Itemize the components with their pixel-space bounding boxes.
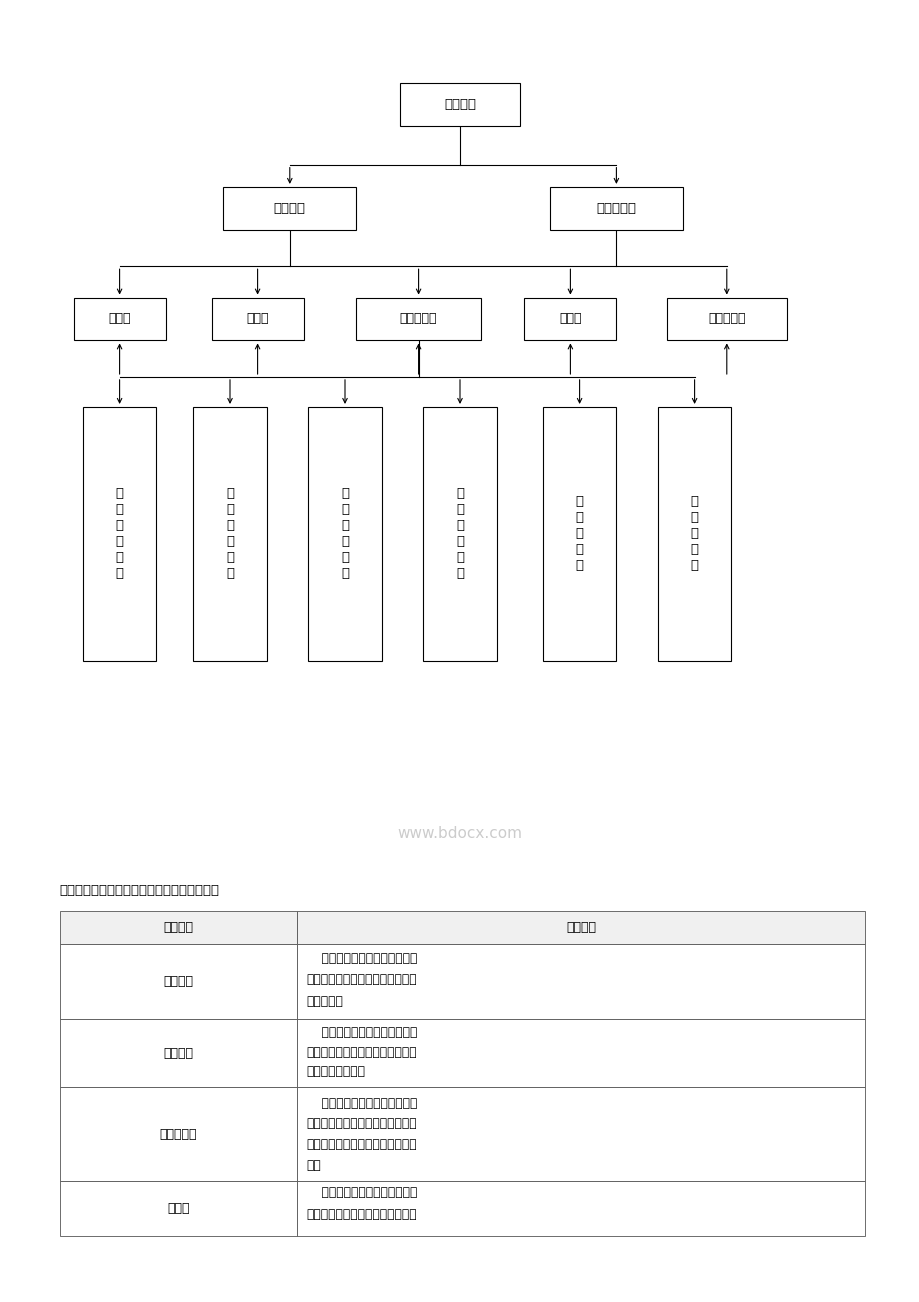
Text: 作业。抓好保证工程质量措施的落: 作业。抓好保证工程质量措施的落 [306,1138,416,1151]
Text: 工程部: 工程部 [108,312,130,326]
Text: ，，在项目经理安排下协调工程各: ，，在项目经理安排下协调工程各 [306,1046,416,1059]
Text: 生
产
道
一
队: 生 产 道 一 队 [575,495,583,573]
Bar [550,186,682,229]
Bar [74,297,165,340]
Bar [223,186,356,229]
Text: 生产经营，工程质量，安全生产第: 生产经营，工程质量，安全生产第 [306,973,416,986]
Bar [542,406,616,661]
Bar [297,1087,864,1181]
Text: 办公室: 办公室 [559,312,581,326]
Text: 岗位职务: 岗位职务 [164,922,193,934]
Bar [60,944,297,1019]
Text: 技术负责人: 技术负责人 [160,1128,197,1141]
Bar [297,944,864,1019]
Bar [193,406,267,661]
Bar [60,1181,297,1236]
Text: 负责各工种的工序管理、工程: 负责各工种的工序管理、工程 [306,1186,417,1199]
Text: 施工员: 施工员 [167,1202,189,1215]
Text: 土
地
整
理
二
队: 土 地 整 理 二 队 [226,487,233,581]
Bar [297,1181,864,1236]
Bar [423,406,496,661]
Text: 进度和质量管理，做好安全交底。: 进度和质量管理，做好安全交底。 [306,1208,416,1221]
Bar [524,297,616,340]
Bar [308,406,381,661]
Text: 实。: 实。 [306,1159,321,1172]
Text: www.bdocx.com: www.bdocx.com [397,825,522,841]
Text: 农
田
水
利
一
队: 农 田 水 利 一 队 [341,487,348,581]
Bar [297,1019,864,1087]
Text: 生产经理: 生产经理 [274,202,305,215]
Text: 材料设备部: 材料设备部 [708,312,744,326]
Text: 全面负责工程项目施工管理，: 全面负责工程项目施工管理， [306,952,417,965]
Text: 技术负责人: 技术负责人 [596,202,636,215]
Text: 项目经理: 项目经理 [444,98,475,111]
Bar [657,406,731,661]
Bar [60,911,297,944]
Bar [60,1019,297,1087]
Bar [211,297,303,340]
Text: 具体负责工程项目的施工管理: 具体负责工程项目的施工管理 [306,1026,417,1039]
Text: 质安部: 质安部 [246,312,268,326]
Text: 二、项目经理部机构成员主要职责（见下表）: 二、项目经理部机构成员主要职责（见下表） [60,884,220,897]
Bar [400,82,519,125]
Text: 土
地
整
理
一
队: 土 地 整 理 一 队 [116,487,123,581]
Bar [666,297,786,340]
Bar [297,911,864,944]
Bar [357,297,480,340]
Bar [60,1087,297,1181]
Text: 工地试验室: 工地试验室 [400,312,437,326]
Text: 生产经理: 生产经理 [164,1047,193,1060]
Text: 决策，协调各专业技术施工的交叉: 决策，协调各专业技术施工的交叉 [306,1117,416,1130]
Text: 部门之间的管理。: 部门之间的管理。 [306,1065,365,1078]
Text: 生
产
道
二
队: 生 产 道 二 队 [690,495,698,573]
Text: 职责内容: 职责内容 [565,922,596,934]
Bar [83,406,156,661]
Text: 一责任人。: 一责任人。 [306,995,343,1008]
Text: 项目经理: 项目经理 [164,975,193,988]
Text: 负责技术管理工作，参与经营: 负责技术管理工作，参与经营 [306,1096,417,1109]
Text: 农
田
水
利
二
队: 农 田 水 利 二 队 [456,487,463,581]
